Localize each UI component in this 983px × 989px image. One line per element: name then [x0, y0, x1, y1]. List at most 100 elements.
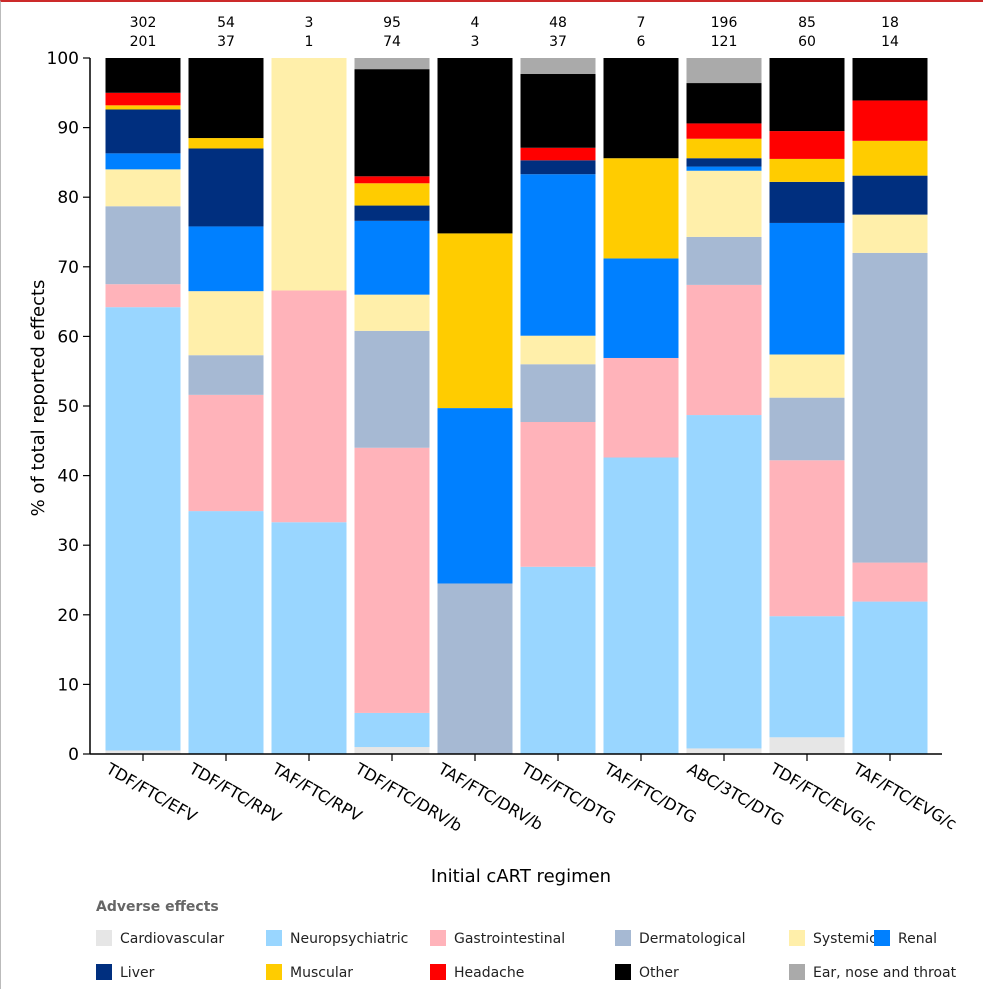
legend-label: Dermatological [639, 931, 746, 947]
bar-segment [354, 747, 430, 754]
legend: Cardiovascular Neuropsychiatric Gastrointe… [96, 930, 957, 981]
bar-segment [769, 158, 845, 182]
count-bottom-label: 37 [549, 34, 567, 50]
bar-stack [354, 58, 430, 754]
bar-segment [437, 233, 513, 409]
legend-item: Systemic [789, 930, 877, 947]
bar-segment [852, 562, 928, 602]
y-tick-label: 100 [47, 49, 79, 69]
count-bottom-label: 37 [217, 34, 235, 50]
bar-segment [686, 284, 762, 416]
bar-segment [271, 290, 347, 523]
legend-item: Liver [96, 964, 155, 981]
legend-label: Renal [898, 931, 937, 947]
bar-segment [520, 174, 596, 336]
bar-segment [105, 750, 181, 754]
bar-segment [105, 109, 181, 154]
bar-stack [520, 58, 596, 754]
bar-segment [852, 100, 928, 141]
bars [105, 58, 928, 754]
count-top-label: 4 [471, 15, 480, 31]
legend-swatch [430, 964, 446, 980]
bar-segment [354, 220, 430, 295]
bar-segment [188, 138, 264, 149]
x-tick-label: TDF/FTC/EFV [102, 759, 200, 827]
legend-swatch [615, 930, 631, 946]
bar-segment [686, 415, 762, 749]
bar-segment [852, 58, 928, 101]
legend-swatch [96, 964, 112, 980]
legend-item: Renal [874, 930, 937, 947]
legend-item: Neuropsychiatric [266, 930, 408, 947]
legend-label: Cardiovascular [120, 931, 224, 947]
y-tick-label: 10 [57, 675, 79, 695]
bar-segment [354, 712, 430, 748]
bar-stack [271, 58, 347, 754]
bar-segment [769, 737, 845, 754]
bar-segment [354, 176, 430, 184]
count-top-label: 95 [383, 15, 401, 31]
bar-segment [520, 160, 596, 175]
bar-segment [105, 58, 181, 93]
count-top-label: 196 [711, 15, 738, 31]
legend-label: Systemic [813, 931, 877, 947]
bar-segment [105, 284, 181, 308]
bar-stack [852, 58, 928, 754]
bar-stack [105, 58, 181, 754]
bar-segment [520, 58, 596, 75]
bar-stack [686, 58, 762, 754]
bar-stack [188, 58, 264, 754]
legend-item: Dermatological [615, 930, 746, 947]
count-top-label: 18 [881, 15, 899, 31]
bar-segment [105, 153, 181, 170]
y-tick-label: 60 [57, 327, 79, 347]
legend-item: Cardiovascular [96, 930, 224, 947]
count-top-label: 85 [798, 15, 816, 31]
bar-segment [437, 408, 513, 584]
bar-segment [769, 616, 845, 738]
count-bottom-label: 3 [471, 34, 480, 50]
bar-segment [603, 158, 679, 259]
bar-segment [271, 522, 347, 754]
legend-swatch [266, 930, 282, 946]
legend-item: Headache [430, 964, 524, 981]
y-tick-label: 50 [57, 397, 79, 417]
bar-segment [852, 252, 928, 563]
bar-stack [437, 58, 513, 754]
legend-swatch [615, 964, 631, 980]
y-tick-labels: 0 10 20 30 40 50 60 70 80 90 100 [47, 49, 90, 765]
bar-segment [188, 291, 264, 356]
legend-item: Ear, nose and throat [789, 964, 957, 981]
bar-segment [852, 601, 928, 754]
bar-segment [769, 181, 845, 223]
count-bottom-label: 60 [798, 34, 816, 50]
count-top-label: 7 [637, 15, 646, 31]
bar-segment [686, 138, 762, 159]
bar-segment [188, 226, 264, 292]
bar-segment [520, 364, 596, 423]
bar-segment [520, 335, 596, 365]
legend-label: Ear, nose and throat [813, 965, 957, 981]
bar-segment [520, 74, 596, 148]
bar-segment [354, 58, 430, 70]
bar-segment [520, 422, 596, 567]
bar-segment [769, 222, 845, 355]
count-bottom-label: 1 [305, 34, 314, 50]
count-top-label: 302 [130, 15, 157, 31]
bar-segment [686, 58, 762, 84]
bar-segment [852, 175, 928, 215]
bar-segment [686, 166, 762, 171]
x-tick-label: TAF/FTC/RPV [268, 759, 365, 826]
bar-segment [686, 158, 762, 167]
count-bottom-label: 14 [881, 34, 899, 50]
bar-segment [354, 69, 430, 177]
bar-segment [686, 170, 762, 237]
bar-segment [852, 140, 928, 176]
legend-item: Gastrointestinal [430, 930, 565, 947]
bar-stack [603, 58, 679, 754]
bar-segment [603, 457, 679, 754]
x-tick-label: TDF/FTC/RPV [185, 759, 284, 827]
count-top-label: 48 [549, 15, 567, 31]
